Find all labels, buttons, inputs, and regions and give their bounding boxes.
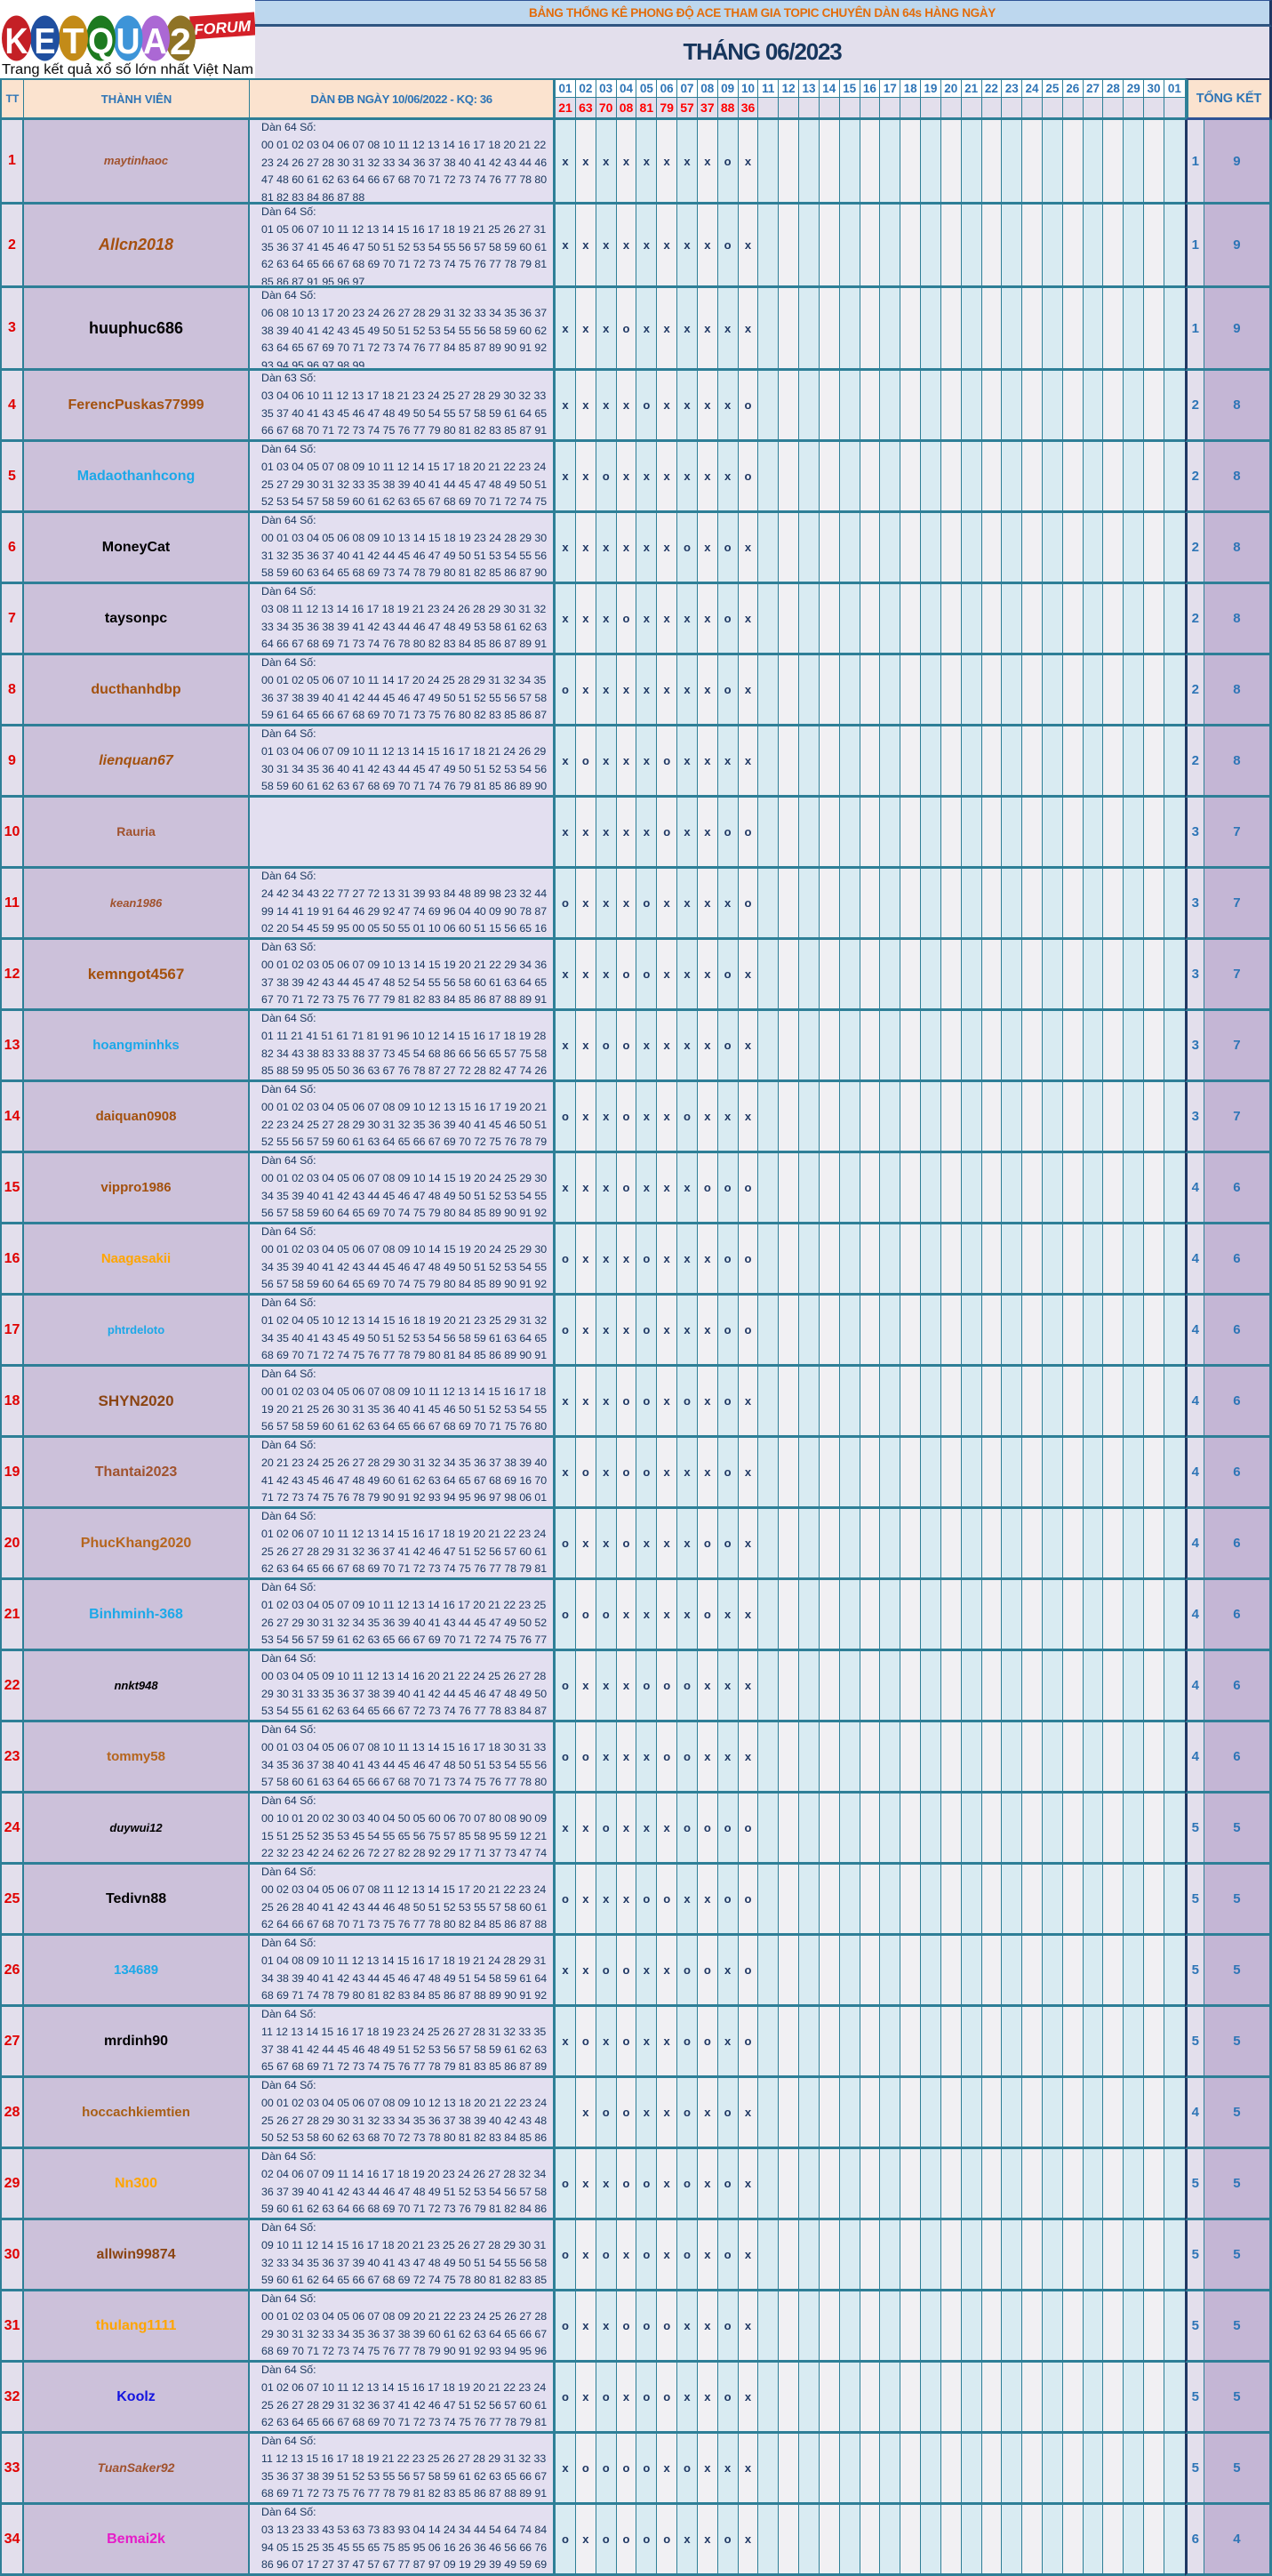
svg-text:K: K: [5, 20, 28, 61]
svg-text:E: E: [35, 20, 56, 61]
svg-text:T: T: [63, 20, 84, 61]
svg-text:Q: Q: [88, 20, 114, 61]
svg-text:2: 2: [170, 20, 191, 62]
svg-text:Trang kết quả xổ số lớn nhất V: Trang kết quả xổ số lớn nhất Việt Nam: [2, 62, 253, 77]
svg-text:FORUM: FORUM: [194, 18, 252, 38]
svg-text:A: A: [143, 20, 167, 61]
svg-text:U: U: [116, 20, 140, 61]
